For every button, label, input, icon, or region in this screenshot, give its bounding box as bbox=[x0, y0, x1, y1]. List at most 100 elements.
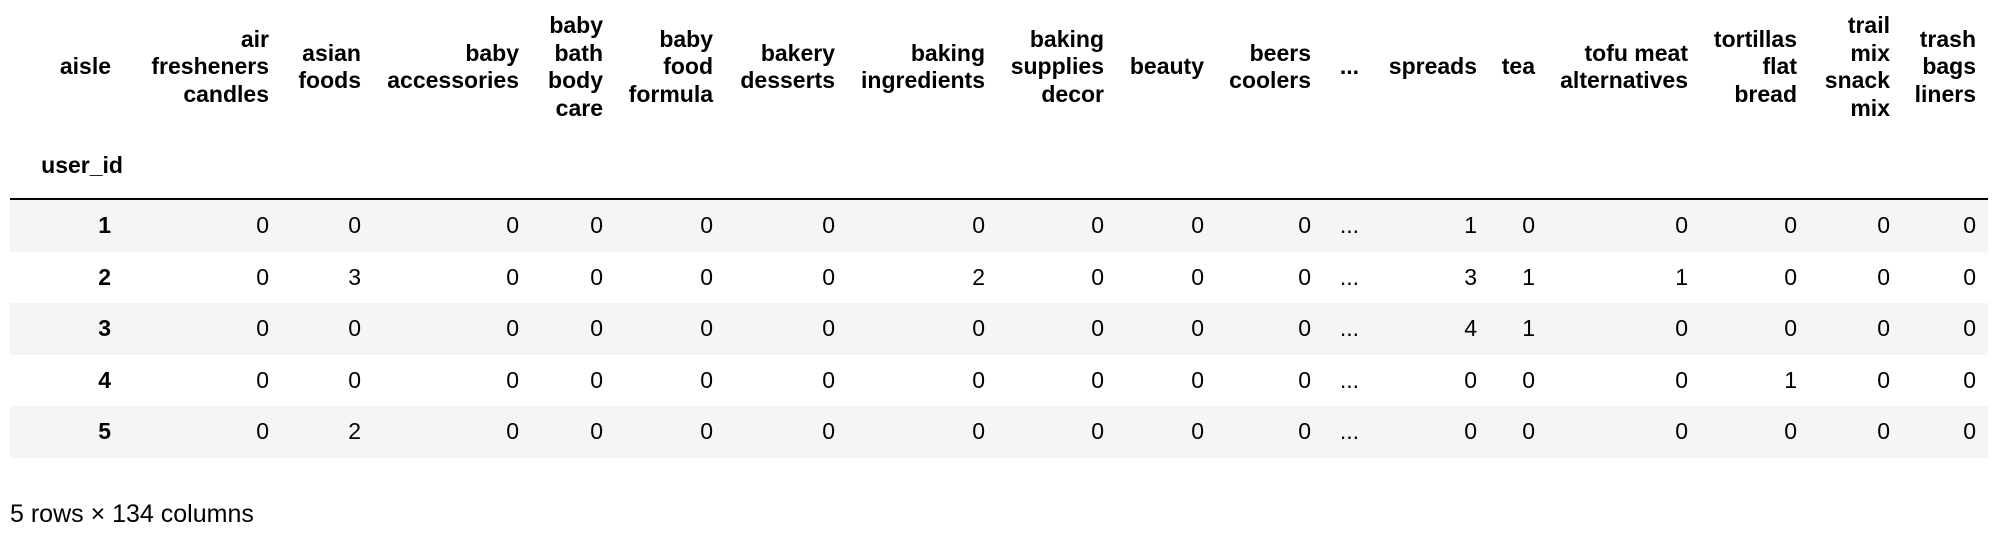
dataframe-output: aisle air fresheners candles asian foods ba… bbox=[10, 0, 1988, 529]
empty-header-cell bbox=[997, 134, 1116, 199]
dataframe-header: aisle air fresheners candles asian foods ba… bbox=[10, 0, 1988, 199]
empty-header-cell bbox=[1547, 134, 1700, 199]
cell: 0 bbox=[1877, 263, 1890, 290]
table-row: 4 0 0 0 0 0 0 0 0 0 0... 0 0 0 1 0 0 bbox=[10, 354, 1988, 407]
cell: 0 bbox=[256, 315, 269, 342]
row-index: 1 bbox=[98, 211, 111, 238]
cell: 0 bbox=[1877, 315, 1890, 342]
column-header: baby bath body care bbox=[548, 12, 603, 121]
cell: 0 bbox=[506, 263, 519, 290]
cell: 0 bbox=[1298, 211, 1311, 238]
cell: 2 bbox=[348, 418, 361, 445]
cell: 0 bbox=[1091, 366, 1104, 393]
cell: 0 bbox=[700, 211, 713, 238]
empty-header-cell bbox=[1489, 134, 1547, 199]
dataframe-body: 1 0 0 0 0 0 0 0 0 0 0... 1 0 0 0 0 0 2 0 3 0 0 0 0 2 0 0 0... 3 1 1 0 0 0… bbox=[10, 198, 1988, 458]
cell: 3 bbox=[348, 263, 361, 290]
cell: 0 bbox=[1963, 315, 1976, 342]
cell: 0 bbox=[590, 211, 603, 238]
cell: ... bbox=[1339, 418, 1359, 445]
empty-header-cell bbox=[1371, 134, 1489, 199]
cell: 0 bbox=[1522, 366, 1535, 393]
cell: ... bbox=[1339, 366, 1359, 393]
column-header: beers coolers bbox=[1229, 39, 1311, 94]
cell: 0 bbox=[1675, 211, 1688, 238]
cell: 0 bbox=[1675, 418, 1688, 445]
cell: 0 bbox=[1963, 263, 1976, 290]
empty-header-cell bbox=[725, 134, 847, 199]
cell: 0 bbox=[1963, 366, 1976, 393]
cell: 0 bbox=[1963, 418, 1976, 445]
column-header: beauty bbox=[1129, 53, 1204, 80]
cell: 0 bbox=[822, 418, 835, 445]
cell: 0 bbox=[822, 263, 835, 290]
dimensions-summary: 5 rows × 134 columns bbox=[10, 499, 254, 528]
cell: 1 bbox=[1522, 263, 1535, 290]
empty-header-cell bbox=[1116, 134, 1216, 199]
table-row: 1 0 0 0 0 0 0 0 0 0 0... 1 0 0 0 0 0 bbox=[10, 198, 1988, 252]
cell: 1 bbox=[1464, 211, 1477, 238]
cell: 1 bbox=[1784, 366, 1797, 393]
cell: 0 bbox=[506, 211, 519, 238]
cell: 0 bbox=[972, 315, 985, 342]
column-header: baby accessories bbox=[387, 39, 519, 94]
table-row: 2 0 3 0 0 0 0 2 0 0 0... 3 1 1 0 0 0 bbox=[10, 251, 1988, 304]
cell: 0 bbox=[348, 315, 361, 342]
cell: 1 bbox=[1675, 263, 1688, 290]
empty-header-cell bbox=[1216, 134, 1323, 199]
column-header: baby food formula bbox=[628, 25, 713, 107]
cell: 0 bbox=[822, 315, 835, 342]
cell: 0 bbox=[590, 263, 603, 290]
cell: 0 bbox=[1963, 211, 1976, 238]
empty-header-cell bbox=[847, 134, 997, 199]
cell: 4 bbox=[1464, 315, 1477, 342]
column-header: bakery desserts bbox=[740, 39, 835, 94]
index-name-row: user_id bbox=[10, 134, 1988, 199]
column-header: tortillas flat bread bbox=[1713, 25, 1797, 107]
column-header: air fresheners candles bbox=[151, 25, 269, 107]
cell: 0 bbox=[1298, 366, 1311, 393]
cell: 0 bbox=[700, 263, 713, 290]
cell: 0 bbox=[700, 315, 713, 342]
cell: 0 bbox=[1675, 366, 1688, 393]
empty-header-cell bbox=[615, 134, 725, 199]
cell: 0 bbox=[1298, 263, 1311, 290]
cell: 0 bbox=[1091, 263, 1104, 290]
cell: 0 bbox=[256, 263, 269, 290]
empty-header-cell bbox=[1809, 134, 1902, 199]
table-row: 3 0 0 0 0 0 0 0 0 0 0... 4 1 0 0 0 0 bbox=[10, 303, 1988, 355]
column-header: tofu meat alternatives bbox=[1560, 39, 1688, 94]
cell: 2 bbox=[972, 263, 985, 290]
index-name-header: user_id bbox=[41, 152, 123, 179]
cell: 0 bbox=[348, 366, 361, 393]
cell: 0 bbox=[1298, 418, 1311, 445]
cell: 0 bbox=[1191, 211, 1204, 238]
cell: 1 bbox=[1522, 315, 1535, 342]
cell: 0 bbox=[590, 366, 603, 393]
cell: 0 bbox=[1191, 315, 1204, 342]
cell: 0 bbox=[1091, 211, 1104, 238]
cell: 0 bbox=[972, 366, 985, 393]
cell: 0 bbox=[1298, 315, 1311, 342]
cell: ... bbox=[1339, 263, 1359, 290]
empty-header-cell bbox=[531, 134, 615, 199]
cell: 0 bbox=[1877, 211, 1890, 238]
cell: ... bbox=[1339, 315, 1359, 342]
columns-axis-name-header: aisle bbox=[59, 53, 111, 80]
row-index: 3 bbox=[98, 315, 111, 342]
cell: 0 bbox=[1784, 315, 1797, 342]
cell: 0 bbox=[506, 366, 519, 393]
empty-header-cell bbox=[373, 134, 531, 199]
column-header: asian foods bbox=[298, 39, 361, 94]
row-index: 4 bbox=[98, 366, 111, 393]
cell: 0 bbox=[256, 418, 269, 445]
row-index: 5 bbox=[98, 418, 111, 445]
cell: 0 bbox=[1877, 366, 1890, 393]
cell: 0 bbox=[822, 366, 835, 393]
cell: 0 bbox=[1464, 366, 1477, 393]
cell: 0 bbox=[972, 211, 985, 238]
column-header: spreads bbox=[1388, 53, 1477, 80]
cell: 0 bbox=[590, 418, 603, 445]
cell: 0 bbox=[1091, 418, 1104, 445]
column-header-row: aisle air fresheners candles asian foods ba… bbox=[10, 0, 1988, 134]
